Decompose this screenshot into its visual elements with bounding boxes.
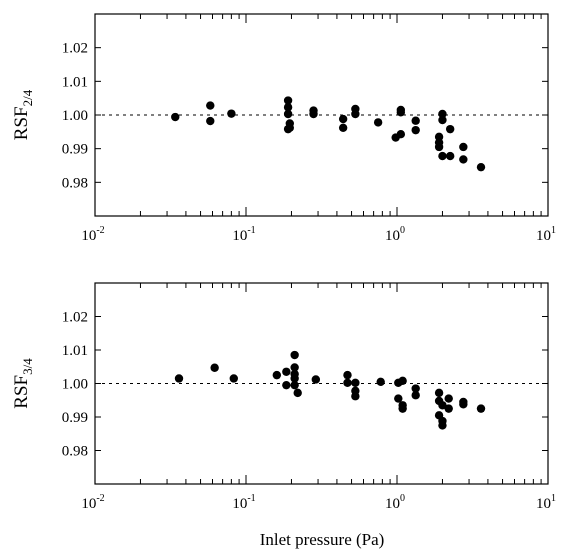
x-axis-label: Inlet pressure (Pa) — [260, 530, 385, 549]
data-point — [293, 388, 302, 398]
data-point — [445, 124, 455, 134]
data-point — [272, 370, 282, 380]
data-point — [398, 404, 407, 413]
data-point — [282, 380, 291, 390]
data-point — [411, 125, 420, 135]
data-point — [444, 404, 453, 413]
data-point — [290, 380, 299, 390]
data-point — [398, 376, 407, 386]
data-point — [206, 101, 215, 110]
data-point — [174, 374, 184, 383]
x-tick-label: 10-2 — [81, 225, 104, 244]
data-point — [351, 392, 360, 401]
data-point — [438, 401, 447, 410]
y-tick-label: 1.01 — [62, 74, 88, 90]
data-point — [476, 162, 486, 172]
data-point — [459, 142, 468, 152]
y-axis-label: RSF2/4 — [11, 89, 35, 140]
data-point — [309, 109, 318, 119]
data-point — [206, 116, 215, 126]
data-point — [290, 350, 299, 360]
data-point — [283, 109, 293, 119]
y-tick-label: 0.98 — [62, 175, 88, 191]
data-point — [394, 394, 403, 403]
data-point — [396, 129, 406, 139]
data-point — [396, 108, 406, 117]
data-point — [290, 374, 299, 383]
x-tick-label: 10-1 — [232, 493, 255, 512]
data-point — [438, 109, 447, 119]
data-point — [210, 363, 219, 372]
data-point — [444, 394, 453, 403]
data-point — [411, 391, 420, 400]
data-point — [311, 375, 321, 384]
data-point — [343, 378, 352, 388]
chart-panel-2: 10-2 10-1 100 101 0.98 0.99 1.00 1.01 1.02 RSF3/4 — [11, 282, 556, 512]
data-point — [343, 370, 352, 380]
y-tick-label: 1.02 — [62, 310, 88, 326]
data-point — [459, 155, 468, 164]
x-tick-label: 10-2 — [81, 493, 104, 512]
chart-panel-1: 10-2 10-1 100 101 0.98 0.99 1.00 1.01 1.02 RSF2/4 — [11, 13, 556, 244]
y-tick-label: 1.00 — [62, 108, 88, 124]
data-point — [290, 363, 299, 372]
data-point — [338, 114, 348, 124]
data-point — [376, 377, 385, 387]
data-point — [229, 374, 238, 383]
y-tick-label: 1.00 — [62, 377, 88, 393]
data-point — [351, 378, 360, 388]
x-tick-label: 10-1 — [232, 225, 255, 244]
y-tick-label: 0.99 — [62, 410, 88, 426]
data-point — [283, 96, 293, 105]
data-point — [285, 123, 294, 132]
data-point — [282, 367, 291, 376]
y-tick-label: 1.01 — [62, 343, 88, 359]
x-tick-label: 100 — [385, 493, 405, 512]
data-point — [434, 388, 444, 398]
data-point — [438, 115, 447, 125]
data-point — [411, 384, 420, 393]
y-tick-label: 0.99 — [62, 142, 88, 158]
data-point — [411, 116, 420, 125]
y-axis-label: RSF3/4 — [11, 358, 35, 409]
data-point — [171, 112, 180, 122]
data-point — [459, 400, 468, 409]
y-tick-label: 0.98 — [62, 444, 88, 460]
x-tick-label: 101 — [536, 493, 556, 512]
data-point — [445, 151, 455, 161]
data-point — [338, 123, 348, 132]
data-point — [283, 103, 293, 112]
data-point — [438, 151, 447, 161]
x-tick-label: 101 — [536, 225, 556, 244]
data-point — [227, 109, 236, 118]
data-point — [351, 109, 360, 119]
data-point — [434, 142, 444, 152]
data-point — [476, 404, 486, 413]
x-tick-label: 100 — [385, 225, 405, 244]
data-point — [438, 421, 447, 430]
y-tick-label: 1.02 — [62, 41, 88, 57]
data-point — [373, 118, 383, 127]
